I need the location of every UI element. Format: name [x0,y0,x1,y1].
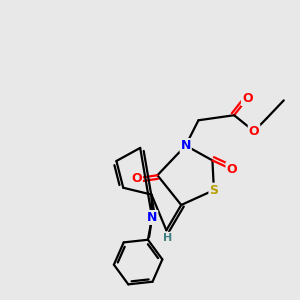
Text: N: N [147,211,157,224]
Text: S: S [209,184,218,196]
Text: N: N [181,139,191,152]
Text: H: H [163,233,172,243]
Text: O: O [131,172,142,185]
Text: O: O [242,92,253,105]
Text: O: O [226,163,237,176]
Text: O: O [249,125,259,138]
